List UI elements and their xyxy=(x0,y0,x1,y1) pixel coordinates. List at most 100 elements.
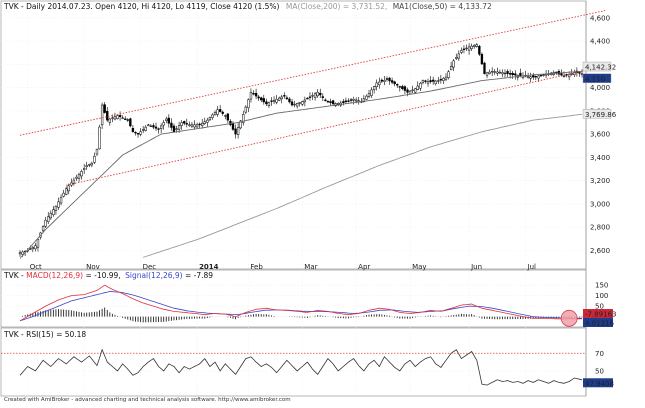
candle-body xyxy=(416,85,419,90)
rsi-line xyxy=(19,348,583,386)
candle-body xyxy=(162,122,165,126)
signal-header-value: = -7.89 xyxy=(183,271,214,280)
price-y-tick: 3,200 xyxy=(590,177,610,185)
candle-body xyxy=(49,212,52,219)
candle-body xyxy=(411,89,414,91)
candle-body xyxy=(519,72,522,76)
channel-lower-line xyxy=(66,65,606,186)
candle-body xyxy=(218,109,222,112)
macd-last-value-label: 4.01216 xyxy=(585,320,614,328)
price-y-tick: 4,000 xyxy=(590,84,610,92)
candle-body xyxy=(308,96,312,98)
rsi-last-value-box xyxy=(583,378,613,388)
price-last-value-box xyxy=(582,109,612,119)
candle-body xyxy=(401,86,404,89)
candle-body xyxy=(465,47,468,50)
candle-body xyxy=(152,125,155,128)
candle-body xyxy=(180,122,183,126)
candle-body xyxy=(375,82,378,87)
candle-body xyxy=(213,112,217,116)
candle-body xyxy=(355,99,358,102)
candle-body xyxy=(31,247,35,250)
candle-body xyxy=(542,74,545,76)
candle-body xyxy=(419,83,422,89)
candle-body xyxy=(113,116,117,120)
candle-body xyxy=(372,86,376,90)
candle-body xyxy=(185,123,188,125)
price-y-tick: 2,800 xyxy=(590,224,610,232)
candle-body xyxy=(403,86,407,91)
candle-body xyxy=(59,197,63,204)
candle-body xyxy=(485,72,489,76)
candle-body xyxy=(319,92,322,96)
candle-body xyxy=(165,118,168,121)
candle-body xyxy=(149,125,153,128)
x-tick-label: Mar xyxy=(304,263,317,271)
candle-body xyxy=(567,73,571,78)
candle-body xyxy=(183,121,186,124)
candle-body xyxy=(108,118,111,123)
x-tick-label: Jul xyxy=(527,263,537,271)
candle-body xyxy=(537,75,540,79)
rsi-last-value-label: 47.9408 xyxy=(585,380,614,388)
macd-header-value: = -10.99, xyxy=(83,271,121,280)
candle-body xyxy=(580,73,584,75)
candle-body xyxy=(262,98,265,103)
candle-body xyxy=(503,72,507,75)
candle-body xyxy=(442,78,445,81)
candle-body xyxy=(144,126,147,131)
macd-last-value-label: -7.89163 xyxy=(585,311,616,319)
candle-body xyxy=(283,95,286,97)
price-y-tick: 4,600 xyxy=(590,14,610,22)
candle-body xyxy=(437,80,440,82)
candle-body xyxy=(278,97,281,101)
candle-body xyxy=(347,100,350,102)
candle-body xyxy=(131,128,135,133)
rsi-y-tick: 70 xyxy=(595,350,604,358)
candle-body xyxy=(100,104,104,126)
candle-body xyxy=(70,182,73,186)
candle-body xyxy=(229,120,232,126)
candle-body xyxy=(136,133,140,135)
candle-body xyxy=(342,101,345,103)
candle-body xyxy=(560,73,563,76)
candle-body xyxy=(208,117,212,121)
candle-body xyxy=(288,98,291,103)
candle-body xyxy=(301,101,304,105)
candle-body xyxy=(67,185,70,192)
price-header-main: TVK - Daily 2014.07.23. Open 4120, Hi 41… xyxy=(3,2,280,11)
x-tick-label: Nov xyxy=(86,263,100,271)
candle-body xyxy=(434,80,437,84)
candle-body xyxy=(526,76,530,78)
price-last-value-box xyxy=(582,61,612,72)
candle-body xyxy=(491,71,494,73)
candle-body xyxy=(406,89,409,93)
candle-body xyxy=(142,129,145,131)
ma200-header: MA(Close,200) = 3,731.52, xyxy=(286,2,387,11)
candle-body xyxy=(383,80,386,82)
candle-body xyxy=(52,209,55,216)
price-last-value-label: 4,110 xyxy=(585,75,605,83)
candle-body xyxy=(313,93,317,98)
footer-credit: Created with AmiBroker - advanced charti… xyxy=(4,397,291,403)
candle-body xyxy=(498,71,502,74)
candle-body xyxy=(226,113,230,121)
candle-body xyxy=(34,245,37,250)
candle-body xyxy=(370,89,373,96)
macd-y-tick: 100 xyxy=(595,292,608,300)
candle-body xyxy=(198,123,201,126)
candle-body xyxy=(224,115,227,117)
candle-body xyxy=(385,78,389,80)
x-tick-label: Oct xyxy=(30,263,42,271)
candle-body xyxy=(367,93,371,97)
price-last-value-label: 3,769.86 xyxy=(585,111,617,119)
candle-body xyxy=(172,125,176,133)
candle-body xyxy=(77,173,81,179)
candle-body xyxy=(444,76,448,80)
candle-body xyxy=(331,100,335,105)
ma50-header: MA1(Close,50) = 4,133.72 xyxy=(393,2,492,11)
candle-body xyxy=(511,72,514,76)
macd-header-prefix: TVK - xyxy=(3,271,26,280)
price-y-tick: 4,400 xyxy=(590,38,610,46)
